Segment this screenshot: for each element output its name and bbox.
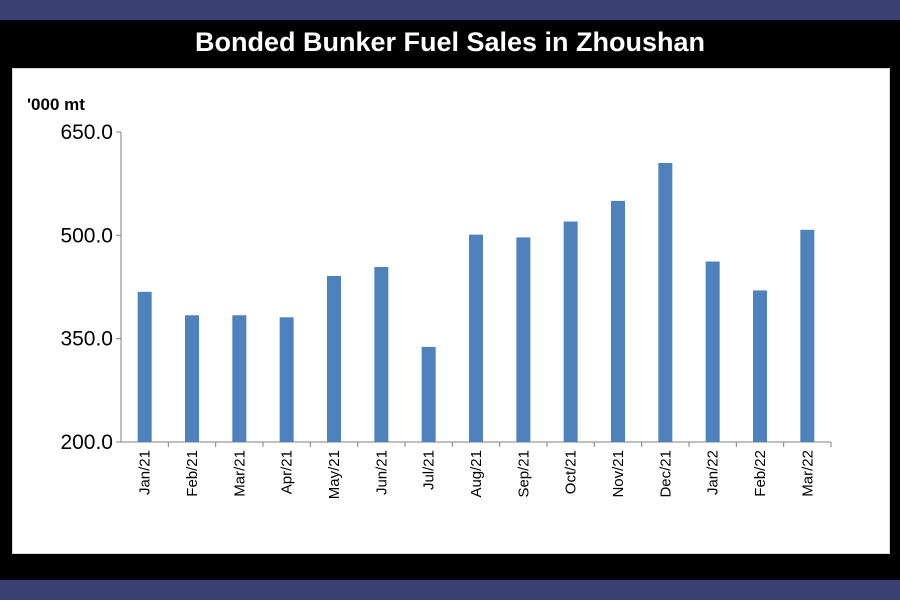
bar (611, 200, 625, 442)
x-tick-label: May/21 (326, 450, 343, 499)
x-tick-label: Aug/21 (468, 450, 485, 498)
bar (753, 290, 767, 442)
x-tick-label: Mar/22 (799, 450, 816, 497)
bar (800, 229, 815, 442)
bar (279, 317, 294, 442)
chart-panel: '000 mt 650.0 500.0 350.0 200.0 Jan/21 Feb/21… (12, 68, 890, 554)
x-tick-label: Jan/22 (705, 450, 722, 495)
x-tick-label: Jul/21 (421, 450, 438, 490)
y-tick-label: 500.0 (60, 224, 113, 247)
top-band (0, 0, 900, 20)
bar (469, 234, 483, 442)
x-tick-label: Dec/21 (657, 450, 674, 498)
x-tick-label: Nov/21 (610, 450, 627, 498)
bar (327, 275, 341, 442)
bar (658, 163, 673, 442)
y-tick-label: 350.0 (60, 328, 113, 351)
x-tick-label: Apr/21 (279, 450, 296, 494)
bar (421, 346, 436, 442)
y-tick-label: 200.0 (60, 431, 113, 454)
x-tick-label: Oct/21 (563, 450, 580, 494)
bar (185, 315, 199, 442)
x-tick-label: Feb/22 (752, 450, 769, 497)
y-tick-label: 650.0 (60, 121, 113, 144)
x-tick-label: Jun/21 (373, 450, 390, 495)
bar (137, 291, 152, 442)
x-tick-label: Jan/21 (137, 450, 154, 495)
unit-label: '000 mt (27, 95, 85, 114)
bar-chart: 650.0 500.0 350.0 200.0 Jan/21 Feb/21 Mar/21 Ap… (60, 121, 832, 499)
x-tick-label: Sep/21 (515, 450, 532, 498)
x-tick-label: Feb/21 (184, 450, 201, 497)
x-tick-label: Mar/21 (231, 450, 248, 497)
bar (563, 221, 578, 442)
chart-title: Bonded Bunker Fuel Sales in Zhoushan (194, 27, 706, 57)
bar (374, 267, 389, 442)
bottom-band (0, 580, 900, 600)
bar (705, 261, 720, 442)
bar (232, 315, 247, 442)
bar (516, 237, 531, 442)
